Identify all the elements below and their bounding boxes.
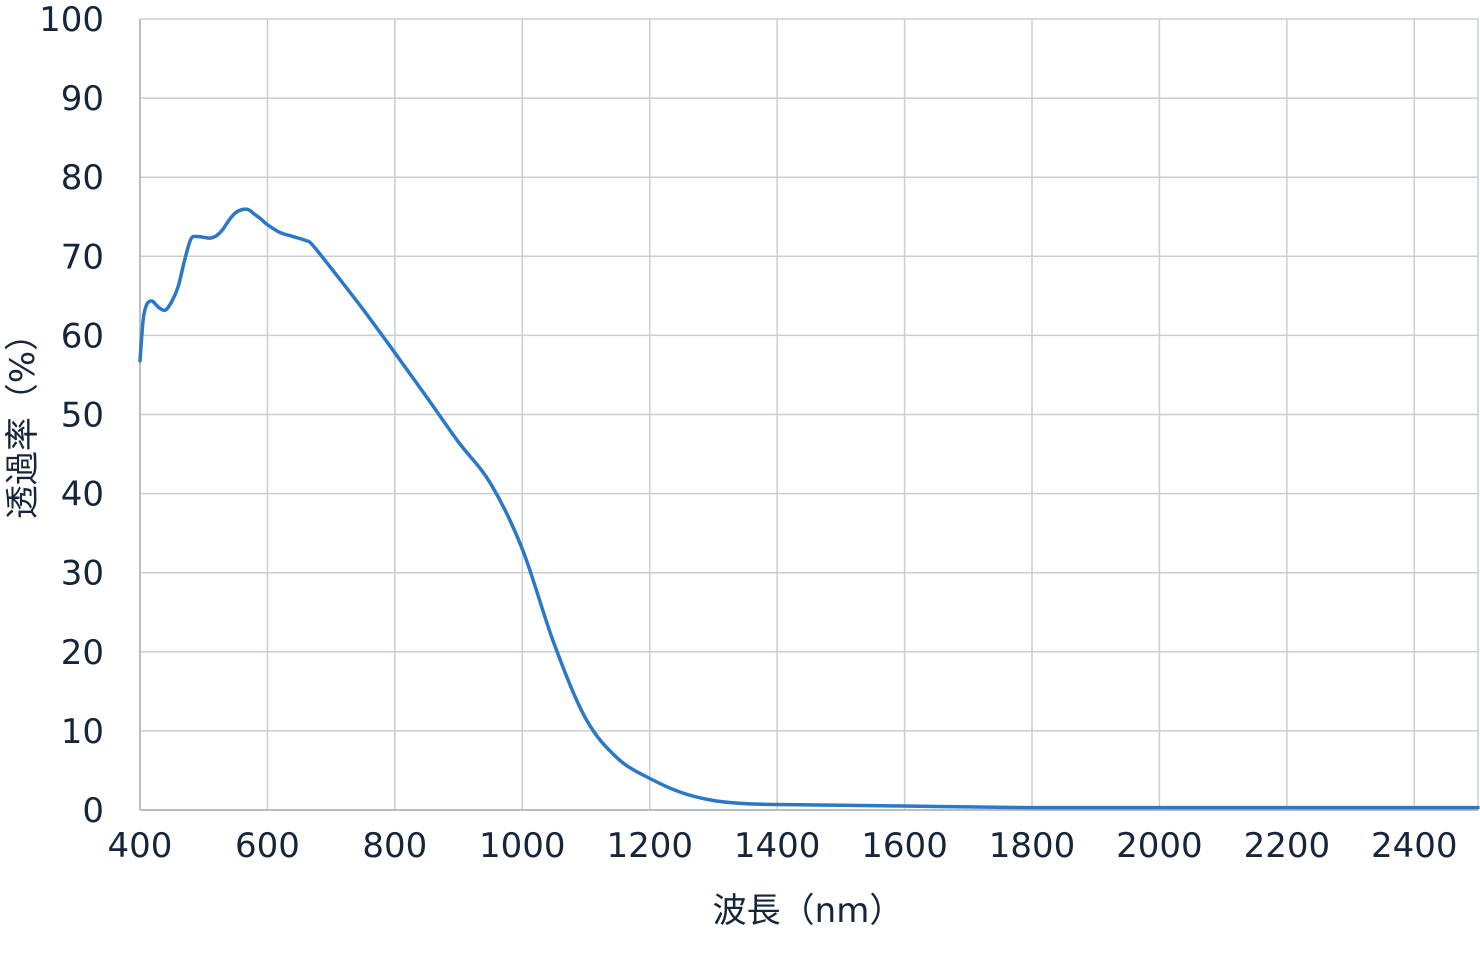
axes <box>139 19 1478 811</box>
y-tick-label: 70 <box>61 237 104 277</box>
y-tick-label: 40 <box>61 475 104 515</box>
x-tick-label: 2400 <box>1371 826 1458 866</box>
series-layer <box>138 207 1480 810</box>
x-tick-label: 600 <box>235 826 300 866</box>
transmittance-series-line <box>138 207 1480 810</box>
x-tick-label: 2200 <box>1244 826 1331 866</box>
y-tick-label: 0 <box>82 791 104 831</box>
y-tick-label: 80 <box>61 158 104 198</box>
gridlines <box>139 18 1479 811</box>
x-axis-title: 波長（nm） <box>713 891 904 931</box>
y-axis-title: 透過率（%） <box>3 317 43 519</box>
x-tick-label: 800 <box>362 826 427 866</box>
x-tick-label: 2000 <box>1116 826 1203 866</box>
tick-labels: 0 10 20 30 40 50 60 70 80 90 100 400 600 800 1000 1200 1… <box>39 0 1457 866</box>
y-tick-label: 10 <box>61 712 104 752</box>
y-tick-label: 60 <box>61 316 104 356</box>
y-tick-label: 100 <box>39 0 104 40</box>
y-tick-label: 90 <box>61 79 104 119</box>
x-tick-label: 1400 <box>734 826 821 866</box>
y-tick-label: 20 <box>61 633 104 673</box>
y-tick-label: 30 <box>61 554 104 594</box>
x-tick-label: 1000 <box>479 826 566 866</box>
x-tick-label: 1800 <box>989 826 1076 866</box>
y-tick-label: 50 <box>61 396 104 436</box>
x-tick-label: 1600 <box>861 826 948 866</box>
x-tick-label: 400 <box>108 826 173 866</box>
x-tick-label: 1200 <box>606 826 693 866</box>
